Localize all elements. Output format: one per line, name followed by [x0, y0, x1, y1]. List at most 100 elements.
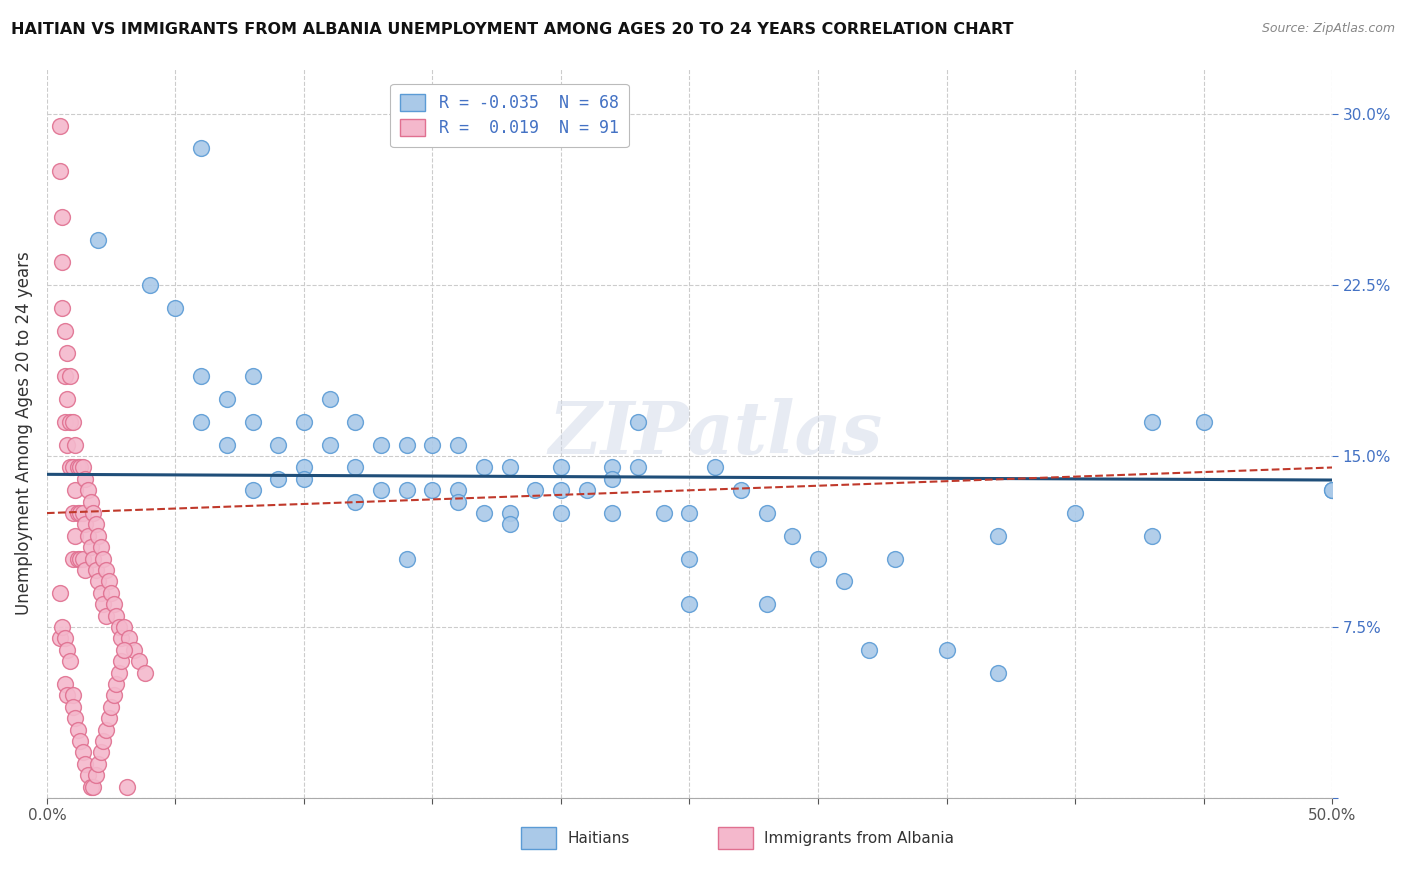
Point	[97, 574, 120, 589]
Point	[344, 494, 367, 508]
Point	[69, 551, 91, 566]
Point	[472, 460, 495, 475]
Point	[93, 597, 115, 611]
Point	[62, 551, 84, 566]
Point	[82, 551, 104, 566]
Point	[56, 689, 79, 703]
Point	[138, 278, 160, 293]
Point	[1140, 415, 1163, 429]
Point	[77, 529, 100, 543]
Point	[110, 632, 132, 646]
Point	[1320, 483, 1343, 498]
Point	[550, 483, 572, 498]
Point	[59, 415, 82, 429]
Point	[69, 734, 91, 748]
Point	[602, 506, 624, 520]
Point	[62, 689, 84, 703]
Point	[56, 392, 79, 406]
Point	[93, 734, 115, 748]
Point	[447, 438, 470, 452]
Point	[87, 574, 110, 589]
Point	[395, 438, 418, 452]
Text: Immigrants from Albania: Immigrants from Albania	[763, 830, 955, 846]
Text: Source: ZipAtlas.com: Source: ZipAtlas.com	[1261, 22, 1395, 36]
Point	[1064, 506, 1087, 520]
Point	[105, 608, 128, 623]
Point	[53, 632, 76, 646]
Point	[422, 438, 444, 452]
Point	[87, 529, 110, 543]
Point	[75, 472, 97, 486]
Text: ZIPatlas: ZIPatlas	[548, 398, 882, 469]
Point	[627, 460, 650, 475]
Point	[318, 392, 340, 406]
Point	[66, 723, 89, 737]
Point	[215, 392, 238, 406]
Point	[190, 141, 212, 155]
Point	[103, 689, 125, 703]
Point	[51, 210, 73, 224]
Point	[498, 460, 520, 475]
Point	[755, 597, 778, 611]
Point	[90, 541, 112, 555]
Point	[56, 643, 79, 657]
Point	[87, 756, 110, 771]
Point	[75, 563, 97, 577]
Point	[51, 620, 73, 634]
Point	[77, 483, 100, 498]
Point	[292, 472, 315, 486]
Point	[90, 746, 112, 760]
Point	[112, 620, 135, 634]
Point	[1320, 483, 1343, 498]
Point	[422, 483, 444, 498]
Point	[94, 723, 117, 737]
Point	[84, 563, 107, 577]
Point	[69, 460, 91, 475]
Point	[48, 164, 70, 178]
Point	[59, 369, 82, 384]
Point	[134, 665, 156, 680]
Point	[755, 506, 778, 520]
Point	[105, 677, 128, 691]
Point	[56, 438, 79, 452]
Point	[242, 369, 264, 384]
Point	[48, 586, 70, 600]
Point	[730, 483, 752, 498]
Point	[62, 699, 84, 714]
Point	[53, 324, 76, 338]
Point	[395, 483, 418, 498]
Point	[782, 529, 804, 543]
Point	[100, 586, 122, 600]
Point	[79, 780, 101, 794]
Point	[75, 517, 97, 532]
Point	[79, 541, 101, 555]
Point	[62, 460, 84, 475]
Point	[90, 586, 112, 600]
Point	[344, 415, 367, 429]
Point	[48, 119, 70, 133]
Point	[79, 494, 101, 508]
Point	[53, 369, 76, 384]
Point	[69, 506, 91, 520]
Point	[93, 551, 115, 566]
Point	[678, 506, 700, 520]
Point	[190, 415, 212, 429]
Point	[75, 756, 97, 771]
Point	[72, 551, 94, 566]
Point	[66, 551, 89, 566]
Point	[124, 643, 146, 657]
Point	[447, 483, 470, 498]
Point	[190, 369, 212, 384]
Point	[242, 483, 264, 498]
Point	[63, 483, 86, 498]
Point	[100, 699, 122, 714]
Point	[63, 529, 86, 543]
Point	[935, 643, 957, 657]
Point	[128, 654, 150, 668]
Point	[62, 506, 84, 520]
Point	[395, 551, 418, 566]
Point	[118, 632, 141, 646]
Point	[832, 574, 855, 589]
Point	[524, 483, 547, 498]
Point	[550, 506, 572, 520]
